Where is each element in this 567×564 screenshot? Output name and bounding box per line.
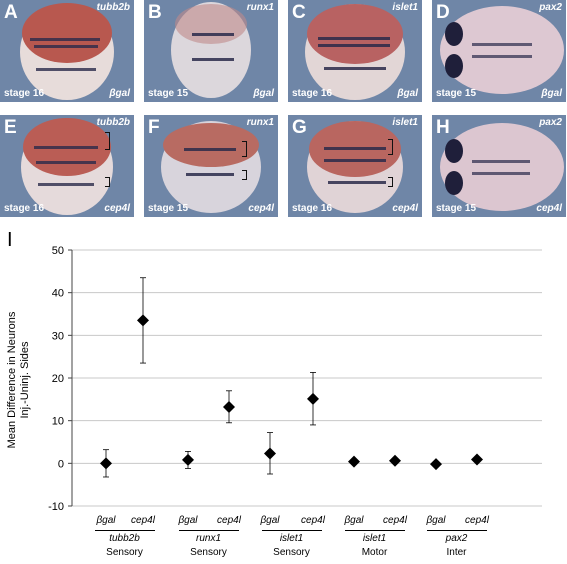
x-category-label: βgal: [344, 515, 364, 526]
stage-label: stage 15: [148, 88, 189, 99]
gene-label: tubb2b: [96, 2, 130, 13]
injection-label: βgal: [541, 88, 562, 99]
group-underline: [178, 530, 239, 531]
panel-g: G islet1 stage 16 cep4l: [288, 115, 422, 217]
stage-label: stage 15: [436, 88, 477, 99]
bracket-marker: [388, 139, 393, 155]
y-tick-label: 40: [52, 288, 64, 300]
gene-label: islet1: [392, 2, 418, 13]
y-tick-label: 10: [52, 416, 64, 428]
gene-label: tubb2b: [96, 117, 130, 128]
stage-label: stage 16: [292, 88, 333, 99]
stage-label: stage 16: [292, 203, 333, 214]
y-tick-label: 30: [52, 330, 64, 342]
panel-a: A tubb2b stage 16 βgal: [0, 0, 134, 102]
bracket-marker: [105, 132, 110, 150]
embryo-image: [161, 121, 261, 213]
x-category-label: βgal: [426, 515, 446, 526]
x-category-label: cep4l: [217, 515, 241, 526]
x-category-label: βgal: [260, 515, 280, 526]
group-type-label: Sensory: [273, 547, 310, 558]
panel-h: H pax2 stage 15 cep4l: [432, 115, 566, 217]
panel-letter-i: I: [7, 229, 13, 251]
injection-label: cep4l: [248, 203, 274, 214]
group-gene-label: tubb2b: [109, 533, 140, 544]
stage-label: stage 15: [436, 203, 477, 214]
gene-label: runx1: [246, 117, 274, 128]
data-point: [471, 453, 483, 466]
data-point: [389, 454, 401, 467]
y-tick-label: 50: [52, 245, 64, 257]
group-type-label: Sensory: [190, 547, 227, 558]
injection-label: βgal: [109, 88, 130, 99]
data-point: [182, 453, 194, 466]
data-point: [100, 457, 112, 470]
group-underline: [261, 530, 322, 531]
injection-label: cep4l: [104, 203, 130, 214]
panel-d: D pax2 stage 15 βgal: [432, 0, 566, 102]
bracket-marker: [242, 170, 247, 180]
panel-letter: F: [148, 117, 160, 138]
panel-letter: B: [148, 2, 162, 23]
injection-label: βgal: [397, 88, 418, 99]
embryo-image: [21, 118, 113, 215]
data-point: [348, 455, 360, 468]
gene-label: pax2: [539, 2, 562, 13]
gene-label: pax2: [539, 117, 562, 128]
x-category-label: cep4l: [131, 515, 155, 526]
bracket-marker: [242, 141, 247, 157]
y-tick-label: 0: [58, 458, 64, 470]
group-type-label: Sensory: [106, 547, 143, 558]
embryo-image: [307, 121, 403, 213]
group-gene-label: pax2: [445, 533, 468, 544]
x-category-label: cep4l: [465, 515, 489, 526]
group-underline: [344, 530, 405, 531]
stage-label: stage 16: [4, 88, 45, 99]
stage-label: stage 15: [148, 203, 189, 214]
injection-label: cep4l: [392, 203, 418, 214]
y-tick-label: 20: [52, 373, 64, 385]
embryo-image: [20, 3, 114, 100]
data-point: [137, 314, 149, 327]
panel-letter: D: [436, 2, 450, 23]
injection-label: βgal: [253, 88, 274, 99]
group-underline: [94, 530, 155, 531]
y-tick-label: -10: [48, 501, 64, 513]
x-category-label: βgal: [178, 515, 198, 526]
panel-letter: C: [292, 2, 306, 23]
data-point: [264, 447, 276, 460]
embryo-image: [440, 6, 564, 94]
group-type-label: Inter: [446, 547, 467, 558]
stage-label: stage 16: [4, 203, 45, 214]
x-category-label: βgal: [96, 515, 116, 526]
panel-letter: A: [4, 2, 18, 23]
group-underline: [426, 530, 487, 531]
data-point: [430, 458, 442, 471]
embryo-image: [171, 2, 251, 98]
group-gene-label: islet1: [279, 533, 304, 544]
bracket-marker: [105, 177, 110, 187]
group-gene-label: runx1: [195, 533, 221, 544]
panel-e: E tubb2b stage 16 cep4l: [0, 115, 134, 217]
embryo-image: [440, 123, 564, 211]
panel-c: C islet1 stage 16 βgal: [288, 0, 422, 102]
panel-b: B runx1 stage 15 βgal: [144, 0, 278, 102]
group-gene-label: islet1: [362, 533, 387, 544]
data-point: [307, 392, 319, 405]
group-type-label: Motor: [361, 547, 388, 558]
x-category-label: cep4l: [383, 515, 407, 526]
panel-f: F runx1 stage 15 cep4l: [144, 115, 278, 217]
panel-letter: G: [292, 117, 307, 138]
panel-letter: H: [436, 117, 450, 138]
x-category-label: cep4l: [301, 515, 325, 526]
embryo-image: [305, 4, 405, 100]
panel-letter: E: [4, 117, 17, 138]
injection-label: cep4l: [536, 203, 562, 214]
bracket-marker: [388, 177, 393, 187]
data-point: [223, 401, 235, 414]
gene-label: runx1: [246, 2, 274, 13]
gene-label: islet1: [392, 117, 418, 128]
